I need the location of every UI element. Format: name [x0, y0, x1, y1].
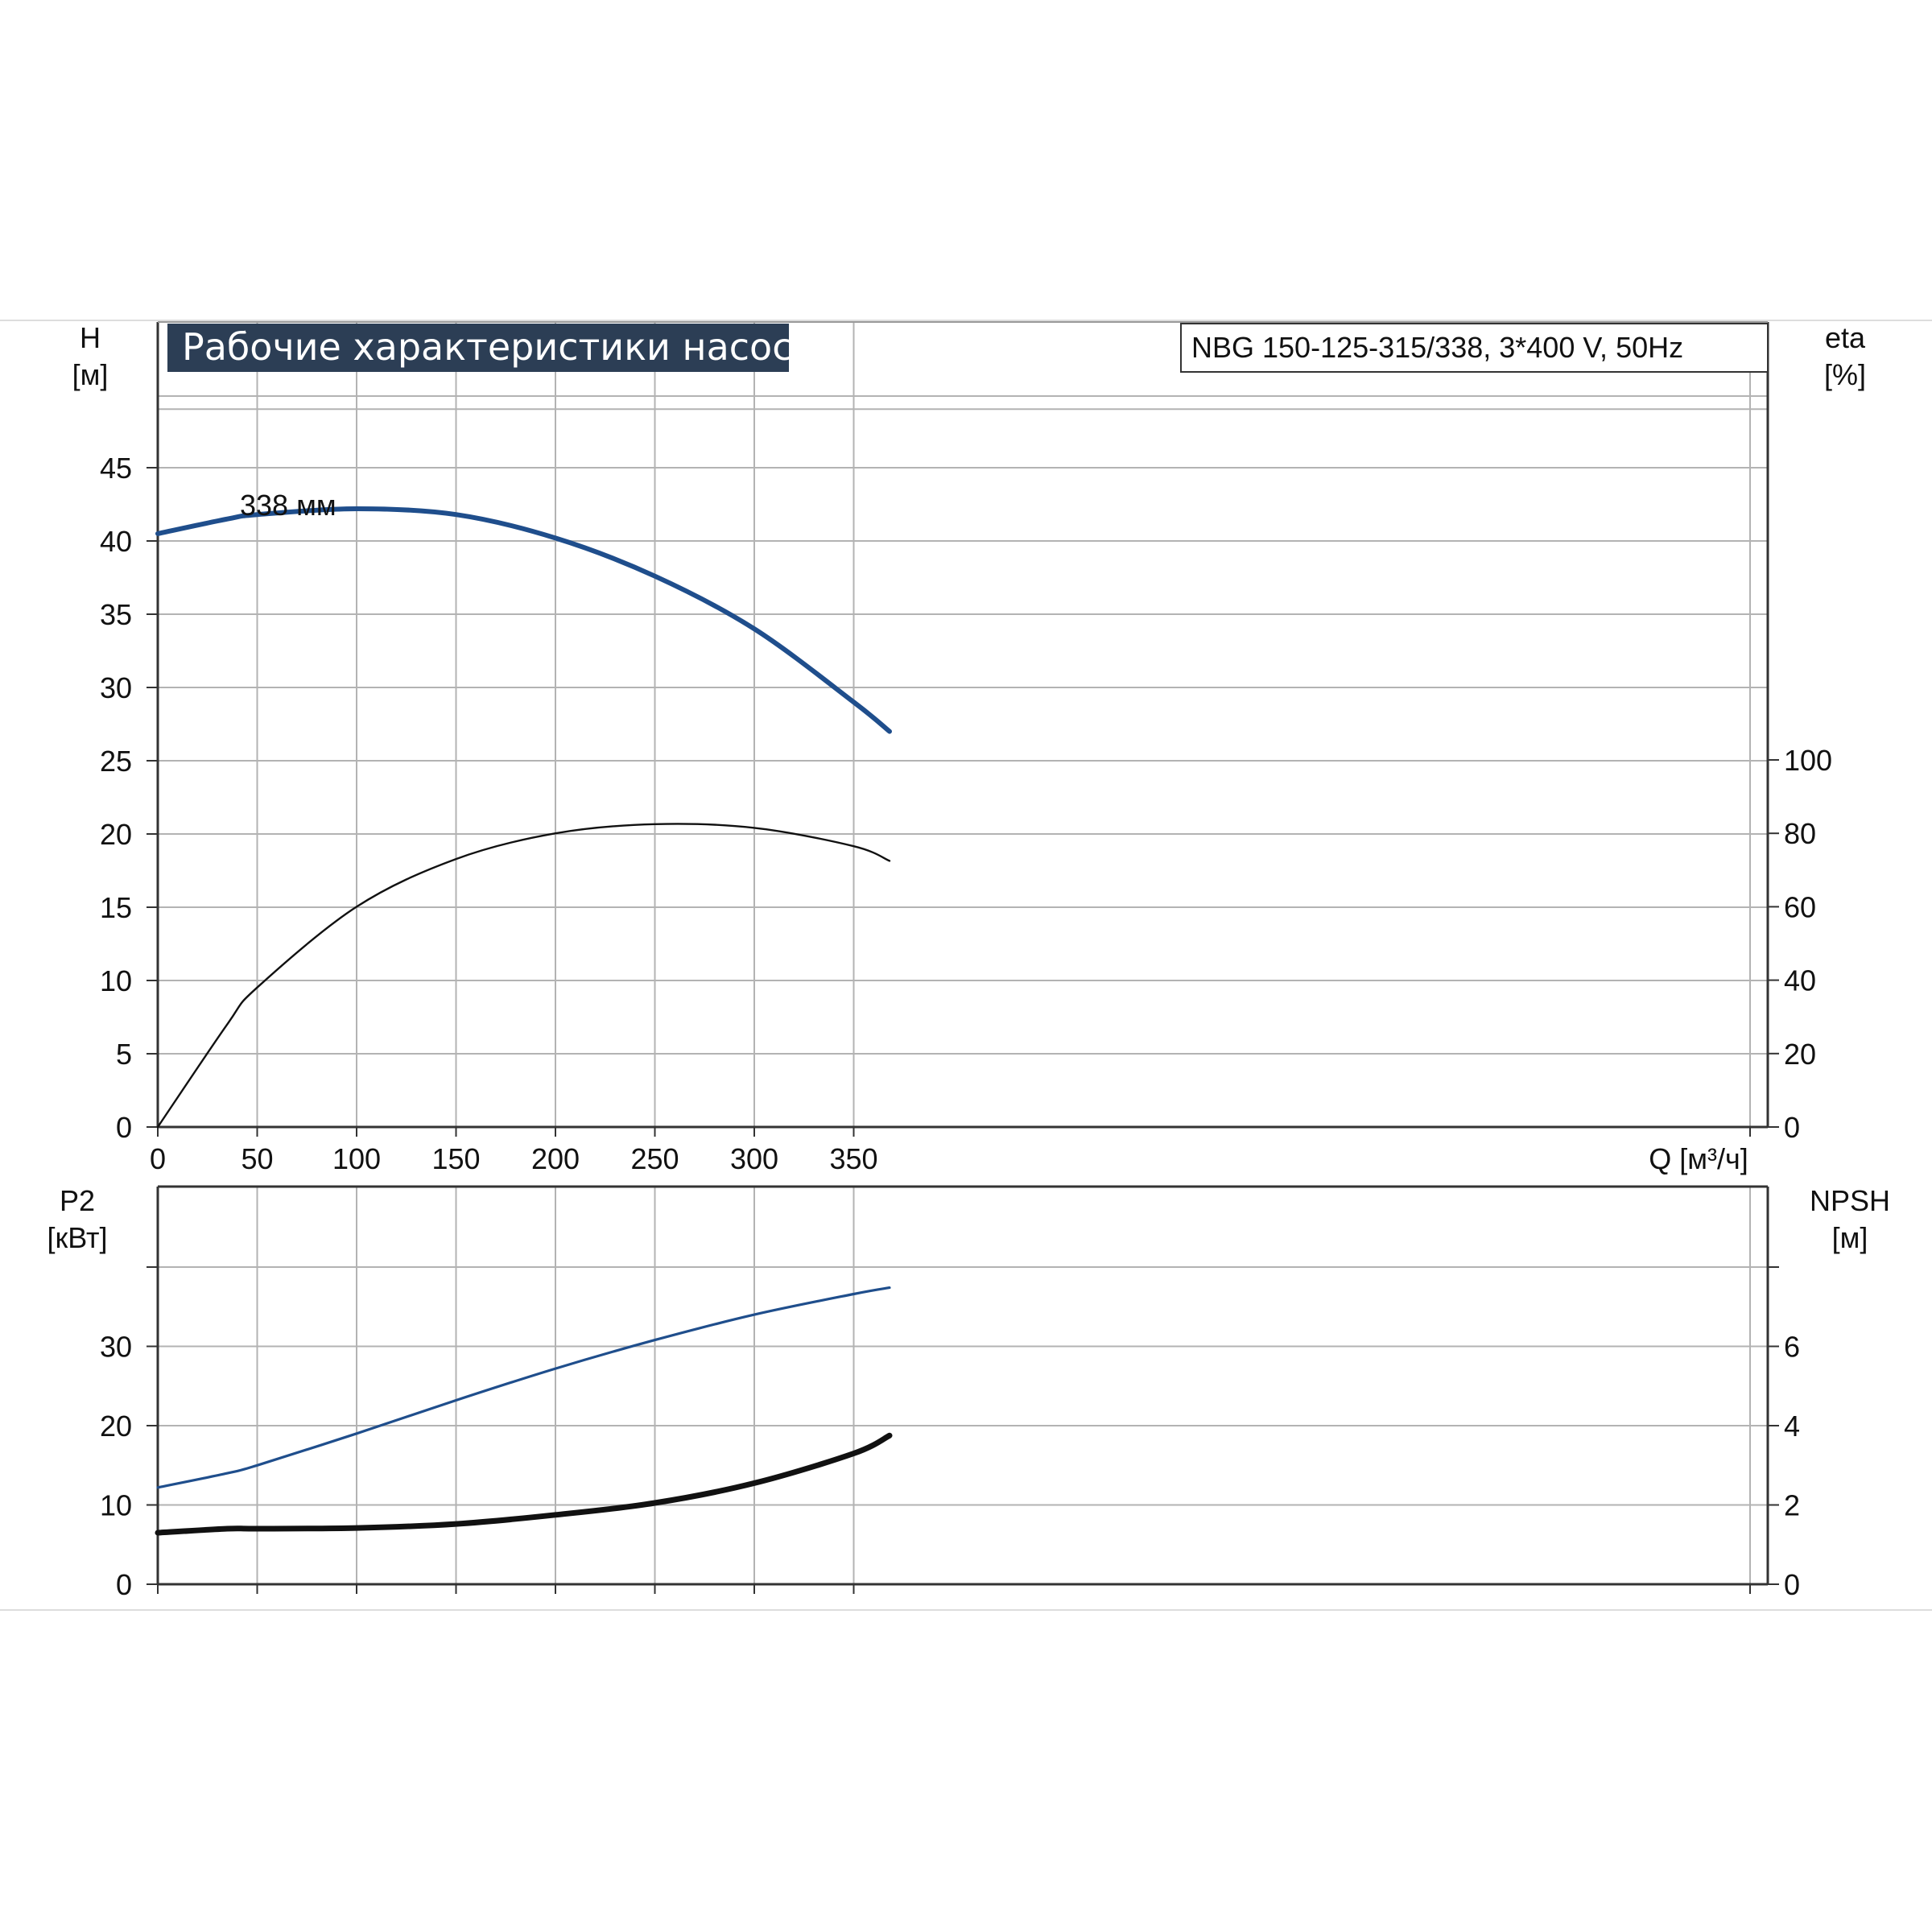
y-left-tick-label: 25 — [100, 745, 132, 778]
y-right-tick-label: 40 — [1784, 964, 1816, 997]
top-series — [155, 506, 892, 1129]
y-right-tick-label: 60 — [1784, 890, 1816, 923]
top-panel: 0 5 10 15 20 25 30 35 40 45 0 20 40 60 80 100 0 50 100 150 2… — [72, 321, 1866, 1175]
y-left-tick-label: 0 — [116, 1111, 132, 1144]
bottom-panel: 0 10 20 30 0 2 4 6 P2 [кВт] NPSH [м] — [47, 1184, 1890, 1601]
x-tick-label: 0 — [150, 1142, 166, 1175]
y-right-tick-label: 20 — [1784, 1038, 1816, 1071]
y-right-tick-label: 0 — [1784, 1568, 1800, 1601]
top-frame — [156, 321, 1769, 1129]
series-line-left-axis — [156, 1286, 891, 1489]
y-right-tick-label: 4 — [1784, 1410, 1800, 1443]
bottom-frame — [156, 1185, 1769, 1586]
y-left-tick-label: 0 — [116, 1568, 132, 1601]
model-label-box — [1180, 323, 1769, 373]
top-grid — [158, 322, 1768, 1127]
impeller-diameter-label: 338 мм — [240, 489, 336, 522]
y-right-tick-label: 6 — [1784, 1331, 1800, 1364]
chart-title-box — [167, 324, 789, 372]
y-left-tick-label: 45 — [100, 452, 132, 485]
y-right-tick-label: 100 — [1784, 744, 1832, 777]
y-left-tick-label: 10 — [100, 964, 132, 997]
y-left-tick-label: 20 — [100, 818, 132, 851]
x-tick-label: 50 — [241, 1142, 273, 1175]
top-ticks: 0 5 10 15 20 25 30 35 40 45 0 20 40 60 80 100 0 50 100 150 2… — [100, 452, 1832, 1175]
y-left-tick-label: 15 — [100, 891, 132, 924]
bottom-grid — [158, 1187, 1768, 1584]
npsh-axis-unit: [м] — [1832, 1221, 1868, 1254]
series-line-right-axis — [155, 1432, 893, 1536]
q-axis-label: Q [м³/ч] — [1649, 1142, 1748, 1175]
eta-axis-label: eta — [1825, 321, 1866, 354]
x-tick-label: 150 — [431, 1142, 480, 1175]
bottom-ticks: 0 10 20 30 0 2 4 6 — [100, 1266, 1800, 1601]
series-line-left-axis — [155, 506, 892, 734]
x-tick-label: 300 — [730, 1142, 778, 1175]
y-left-tick-label: 20 — [100, 1410, 132, 1443]
model-label: NBG 150-125-315/338, 3*400 V, 50Hz — [1191, 331, 1683, 364]
npsh-axis-label: NPSH — [1810, 1184, 1890, 1217]
x-tick-label: 200 — [531, 1142, 580, 1175]
y-left-tick-label: 30 — [100, 671, 132, 704]
x-tick-label: 350 — [829, 1142, 877, 1175]
h-axis-unit: [м] — [72, 358, 109, 391]
y-right-tick-label: 0 — [1784, 1111, 1800, 1144]
y-right-tick-label: 2 — [1784, 1489, 1800, 1522]
chart-title: Рабочие характеристики насоса — [182, 325, 815, 369]
x-tick-label: 250 — [630, 1142, 679, 1175]
eta-axis-unit: [%] — [1824, 358, 1866, 391]
bottom-series — [155, 1286, 893, 1536]
series-line-right-axis — [156, 823, 891, 1129]
x-tick-label: 100 — [332, 1142, 381, 1175]
p2-axis-label: P2 — [60, 1184, 95, 1217]
y-right-tick-label: 80 — [1784, 817, 1816, 850]
y-left-tick-label: 35 — [100, 598, 132, 631]
y-left-tick-label: 10 — [100, 1489, 132, 1522]
p2-axis-unit: [кВт] — [47, 1221, 107, 1254]
y-left-tick-label: 40 — [100, 525, 132, 558]
y-left-tick-label: 30 — [100, 1331, 132, 1364]
h-axis-label: H — [80, 321, 101, 354]
y-left-tick-label: 5 — [116, 1038, 132, 1071]
